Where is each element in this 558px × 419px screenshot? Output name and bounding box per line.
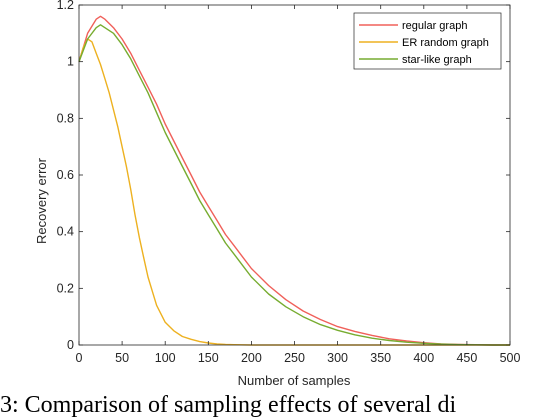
line-chart: 0 50 100 150 200 250 300 350 400 450 500 0 0.2 0.4 0.6… xyxy=(34,0,521,388)
y-tick-label: 0 xyxy=(67,338,74,352)
figure-caption: 3: Comparison of sampling effects of sev… xyxy=(0,392,457,418)
x-axis-title: Number of samples xyxy=(238,373,351,388)
x-tick-label: 200 xyxy=(241,351,262,365)
y-tick-label: 1.2 xyxy=(57,0,74,12)
x-tick-label: 0 xyxy=(76,351,83,365)
legend-label-regular-graph: regular graph xyxy=(402,20,467,32)
x-tick-label: 400 xyxy=(413,351,434,365)
y-tick-label: 0.8 xyxy=(57,111,74,125)
legend: regular graph ER random graph star-like … xyxy=(353,12,502,70)
x-tick-label: 50 xyxy=(115,351,129,365)
series-line-star-like-graph xyxy=(78,24,510,346)
x-tick-label: 350 xyxy=(370,351,391,365)
y-tick-label: 0.2 xyxy=(57,281,74,295)
x-tick-label: 500 xyxy=(500,351,521,365)
series-line-regular-graph xyxy=(78,15,510,346)
y-tick-label: 0.4 xyxy=(57,225,74,239)
ticks-layer: 0 50 100 150 200 250 300 350 400 450 500 0 0.2 0.4 0.6… xyxy=(57,0,521,365)
legend-label-er-random-graph: ER random graph xyxy=(402,37,489,49)
x-tick-label: 450 xyxy=(456,351,477,365)
x-tick-label: 300 xyxy=(327,351,348,365)
x-tick-label: 100 xyxy=(155,351,176,365)
legend-label-star-like-graph: star-like graph xyxy=(402,54,472,66)
x-tick-label: 150 xyxy=(198,351,219,365)
y-tick-label: 0.6 xyxy=(57,168,74,182)
x-tick-label: 250 xyxy=(284,351,305,365)
y-tick-label: 1 xyxy=(67,55,74,69)
y-axis-title: Recovery error xyxy=(34,157,49,244)
